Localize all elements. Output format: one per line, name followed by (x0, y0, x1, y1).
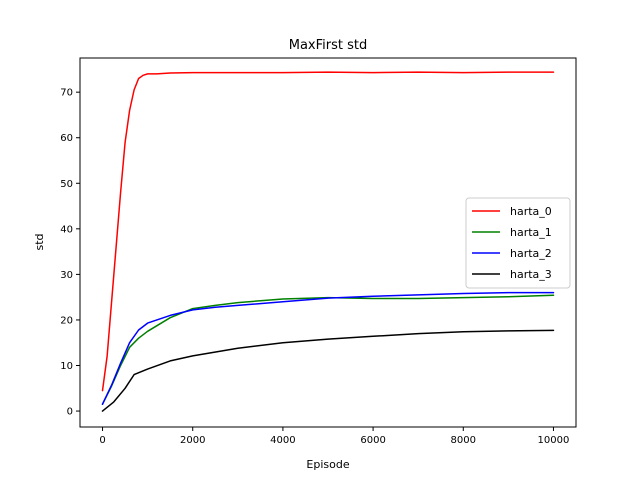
axis-ticks: 0 2000 4000 6000 8000 10000 0 10 20 30 40 50 60 70 (60, 88, 569, 446)
legend-label: harta_2 (510, 247, 552, 260)
y-tick-label: 50 (60, 179, 73, 190)
y-tick-label: 40 (60, 224, 73, 235)
y-tick-label: 20 (60, 315, 73, 326)
series-line-harta_1 (101, 294, 555, 405)
x-tick-label: 0 (99, 435, 105, 446)
plot-series (101, 71, 555, 412)
y-tick-label: 30 (60, 270, 73, 281)
legend-label: harta_1 (510, 226, 552, 239)
plot-area-frame (79, 57, 577, 428)
x-tick-label: 4000 (270, 435, 295, 446)
x-axis-label: Episode (306, 458, 349, 471)
x-tick-label: 2000 (180, 435, 205, 446)
legend-label: harta_0 (510, 205, 552, 218)
chart-title: MaxFirst std (289, 38, 368, 53)
series-line-harta_2 (101, 291, 555, 405)
legend-label: harta_3 (510, 268, 552, 281)
x-tick-label: 6000 (360, 435, 385, 446)
y-axis-label: std (33, 233, 46, 250)
legend: harta_0 harta_1 harta_2 harta_3 (465, 197, 571, 289)
x-tick-label: 8000 (451, 435, 476, 446)
y-tick-label: 0 (67, 407, 73, 418)
y-tick-label: 10 (60, 361, 73, 372)
legend-box (465, 197, 571, 289)
series-line-harta_3 (101, 329, 555, 412)
y-tick-label: 70 (60, 88, 73, 99)
series-line-harta_0 (101, 71, 555, 392)
x-tick-label: 10000 (538, 435, 570, 446)
y-tick-label: 60 (60, 133, 73, 144)
